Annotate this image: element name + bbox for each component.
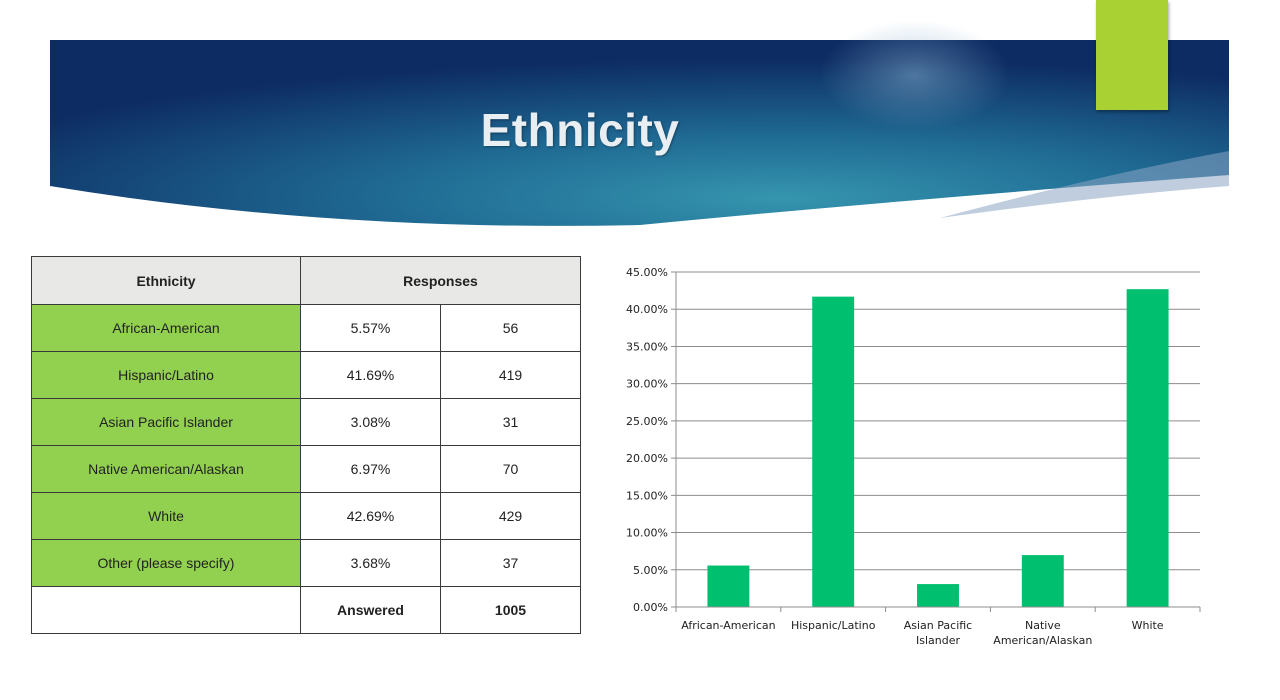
table-row: Asian Pacific Islander 3.08% 31 [31,398,581,446]
title-banner [50,20,1229,226]
x-axis-labels: African-American Hispanic/Latino Asian Pac… [681,619,1164,647]
x-tick-label: Native American/Alaskan [993,619,1092,647]
row-count: 31 [440,398,581,446]
bar [812,296,855,607]
y-tick-label: 20.00% [626,452,668,465]
answered-label: Answered [300,586,441,634]
y-axis-ticks: 0.00% 5.00% 10.00% 15.00% 20.00% 25.00% 30.00%… [626,266,676,614]
table-row: Hispanic/Latino 41.69% 419 [31,351,581,399]
row-count: 37 [440,539,581,587]
header-responses: Responses [300,256,581,305]
row-label: Asian Pacific Islander [31,398,301,446]
y-tick-label: 10.00% [626,527,668,540]
row-label: Native American/Alaskan [31,445,301,493]
ethnicity-bar-chart: 0.00% 5.00% 10.00% 15.00% 20.00% 25.00% 30.00%… [626,266,1201,647]
x-tick-label: White [1132,619,1164,632]
answered-total: 1005 [440,586,581,634]
row-percent: 3.08% [300,398,441,446]
bar [1126,289,1169,607]
row-count: 70 [440,445,581,493]
x-tick-label: Hispanic/Latino [791,619,876,632]
y-tick-label: 40.00% [626,303,668,316]
table-row: Other (please specify) 3.68% 37 [31,539,581,587]
row-percent: 6.97% [300,445,441,493]
chart-gridlines [676,271,1200,571]
row-percent: 42.69% [300,492,441,540]
y-tick-label: 45.00% [626,266,668,279]
table-header-row: Ethnicity Responses [31,256,581,305]
ethnicity-table: Ethnicity Responses African-American 5.5… [31,256,581,634]
bar [707,565,750,607]
y-tick-label: 30.00% [626,378,668,391]
table-row: White 42.69% 429 [31,492,581,540]
row-percent: 41.69% [300,351,441,399]
row-label: Other (please specify) [31,539,301,587]
table-row: African-American 5.57% 56 [31,304,581,352]
bar [1021,555,1064,607]
y-tick-label: 25.00% [626,415,668,428]
row-label: Hispanic/Latino [31,351,301,399]
bar [917,584,959,607]
accent-block [1096,0,1168,110]
row-count: 429 [440,492,581,540]
page-title: Ethnicity [480,104,680,156]
y-tick-label: 0.00% [633,601,668,614]
row-percent: 5.57% [300,304,441,352]
table-footer-row: Answered 1005 [31,586,581,634]
row-percent: 3.68% [300,539,441,587]
y-tick-label: 15.00% [626,489,668,502]
table-row: Native American/Alaskan 6.97% 70 [31,445,581,493]
footer-blank-cell [31,586,301,634]
y-tick-label: 35.00% [626,340,668,353]
chart-bars [707,289,1169,607]
chart-axes [675,272,1201,612]
x-tick-label: Asian Pacific Islander [904,619,972,647]
y-tick-label: 5.00% [633,564,668,577]
row-label: White [31,492,301,540]
row-count: 56 [440,304,581,352]
row-count: 419 [440,351,581,399]
header-ethnicity: Ethnicity [31,256,301,305]
row-label: African-American [31,304,301,352]
x-tick-label: African-American [681,619,775,632]
